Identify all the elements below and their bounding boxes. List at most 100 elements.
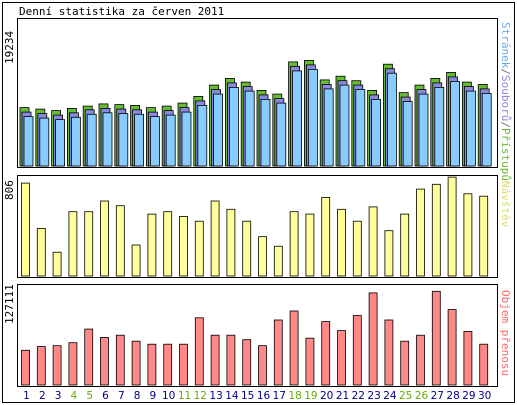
day-label-24: 24 xyxy=(383,390,397,402)
chart-title: Denní statistika za červen 2011 xyxy=(19,5,224,18)
traffic-bars xyxy=(21,290,489,386)
bar-str-nek-day-11 xyxy=(181,111,192,167)
visits-bar-day-20 xyxy=(321,196,331,277)
day-label-29: 29 xyxy=(462,390,475,402)
visits-bar-day-16 xyxy=(258,236,267,277)
bar-str-nek-day-26 xyxy=(418,93,429,167)
bar-str-nek-day-30 xyxy=(481,93,492,167)
traffic-bar-day-15 xyxy=(242,339,252,386)
traffic-bar-day-4 xyxy=(68,342,78,386)
day-label-7: 7 xyxy=(118,390,125,402)
visits-bar-day-8 xyxy=(131,244,141,277)
bar-str-nek-day-23 xyxy=(371,99,382,167)
traffic-bar-day-30 xyxy=(479,343,489,386)
traffic-bar-day-11 xyxy=(179,343,188,386)
day-label-14: 14 xyxy=(225,390,239,402)
day-label-28: 28 xyxy=(446,390,459,402)
day-label-21: 21 xyxy=(336,390,349,402)
bar-str-nek-day-13 xyxy=(213,93,224,167)
visits-legend: Návštěv xyxy=(499,181,512,228)
hits-bars xyxy=(19,60,492,167)
visits-bar-day-19 xyxy=(305,213,315,277)
day-label-25: 25 xyxy=(399,390,412,402)
visits-bar-day-27 xyxy=(431,183,441,277)
visits-bar-day-26 xyxy=(416,188,425,277)
bar-str-nek-day-15 xyxy=(244,90,255,167)
day-label-10: 10 xyxy=(162,390,175,402)
bar-str-nek-day-14 xyxy=(228,87,239,167)
visits-bar-day-7 xyxy=(115,205,125,277)
traffic-bar-day-13 xyxy=(210,334,220,386)
bar-str-nek-day-20 xyxy=(323,88,334,167)
traffic-bar-day-29 xyxy=(463,330,473,386)
day-label-18: 18 xyxy=(288,390,301,402)
visits-bar-day-15 xyxy=(242,220,252,277)
traffic-bar-day-26 xyxy=(416,334,425,386)
legend-separator-2: / xyxy=(499,121,512,128)
bar-str-nek-day-3 xyxy=(55,119,65,167)
visits-bar-day-29 xyxy=(463,193,473,277)
day-label-13: 13 xyxy=(209,390,222,402)
traffic-bar-day-14 xyxy=(226,334,236,386)
legend-pages: Stránek xyxy=(499,22,512,69)
visits-bar-day-13 xyxy=(210,200,220,277)
day-label-27: 27 xyxy=(431,390,444,402)
bar-str-nek-day-16 xyxy=(260,99,271,167)
traffic-bar-day-20 xyxy=(321,321,331,386)
bar-str-nek-day-25 xyxy=(402,101,413,167)
traffic-bar-day-12 xyxy=(194,317,204,386)
visits-bar-day-18 xyxy=(289,211,299,277)
visits-bar-day-5 xyxy=(84,211,94,277)
traffic-bar-day-1 xyxy=(21,349,30,386)
day-label-11: 11 xyxy=(178,390,191,402)
bar-str-nek-day-28 xyxy=(450,81,461,167)
bar-str-nek-day-4 xyxy=(71,116,81,167)
day-label-26: 26 xyxy=(415,390,429,402)
traffic-bar-day-3 xyxy=(52,345,62,386)
traffic-legend: Objem přenosu xyxy=(499,290,512,376)
day-labels: 1 2 3 4 5 6 7 8 9 10 11 12 13 14 15 16 17 18 19 20 21 22 23 24 2… xyxy=(23,390,491,402)
visits-bar-day-25 xyxy=(400,213,410,277)
day-label-3: 3 xyxy=(55,390,62,402)
visits-bar-day-21 xyxy=(337,208,346,277)
bar-str-nek-day-9 xyxy=(149,116,160,167)
bar-str-nek-day-24 xyxy=(386,72,397,167)
bar-str-nek-day-5 xyxy=(86,113,97,167)
bar-str-nek-day-21 xyxy=(339,84,350,167)
bar-str-nek-day-1 xyxy=(23,116,34,167)
traffic-bar-day-10 xyxy=(163,343,173,386)
day-label-20: 20 xyxy=(320,390,333,402)
visits-bar-day-22 xyxy=(352,220,362,277)
traffic-bar-day-21 xyxy=(337,330,346,386)
visits-bar-day-2 xyxy=(36,227,46,277)
traffic-bar-day-16 xyxy=(258,345,267,386)
traffic-bar-day-27 xyxy=(431,290,441,386)
bar-str-nek-day-6 xyxy=(102,112,113,167)
traffic-bar-day-9 xyxy=(147,343,157,386)
traffic-bar-day-17 xyxy=(273,319,283,386)
visits-bar-day-1 xyxy=(21,182,30,277)
bar-str-nek-day-10 xyxy=(165,114,176,167)
traffic-bar-day-5 xyxy=(84,328,94,386)
traffic-bar-day-18 xyxy=(289,310,299,386)
visits-bar-day-24 xyxy=(384,230,394,277)
traffic-bar-day-2 xyxy=(36,346,46,386)
visits-bar-day-30 xyxy=(479,195,489,277)
day-label-4: 4 xyxy=(71,390,78,402)
day-label-30: 30 xyxy=(478,390,491,402)
traffic-bar-day-19 xyxy=(305,337,315,386)
day-label-15: 15 xyxy=(241,390,254,402)
bar-str-nek-day-17 xyxy=(276,102,287,167)
visits-bar-day-28 xyxy=(447,176,457,277)
bar-str-nek-day-18 xyxy=(292,70,303,167)
day-label-1: 1 xyxy=(23,390,30,402)
bar-str-nek-day-22 xyxy=(355,89,366,167)
visits-bars xyxy=(21,176,489,277)
day-label-19: 19 xyxy=(304,390,317,402)
bar-str-nek-day-12 xyxy=(197,105,208,167)
visits-bar-day-4 xyxy=(68,211,78,277)
day-label-8: 8 xyxy=(134,390,141,402)
day-label-23: 23 xyxy=(367,390,380,402)
